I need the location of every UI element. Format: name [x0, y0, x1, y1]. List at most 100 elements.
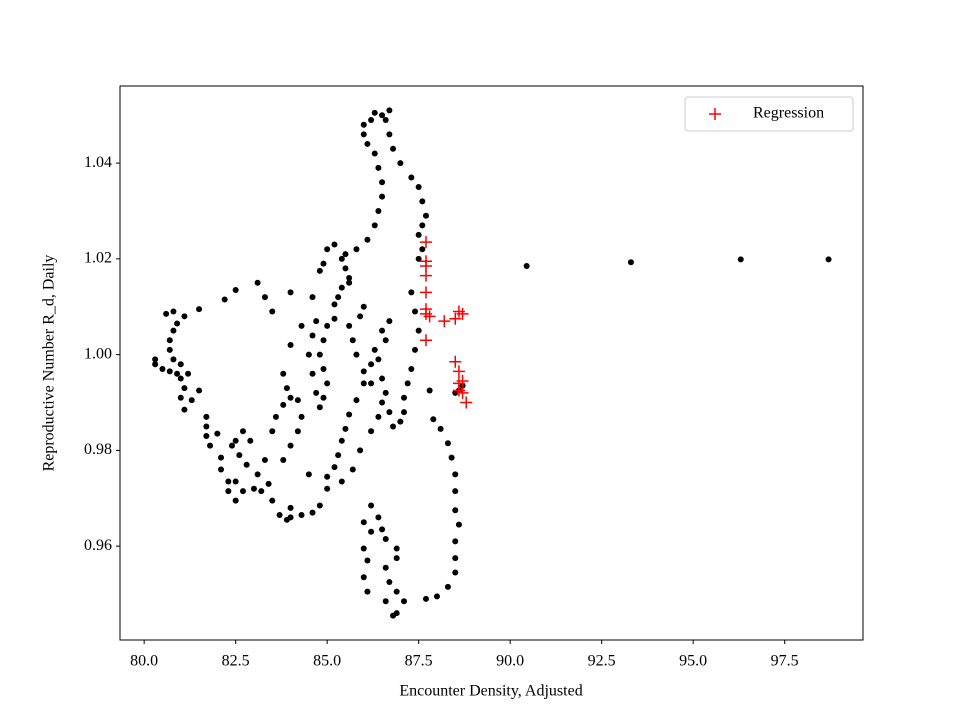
point — [627, 259, 634, 266]
point — [382, 116, 389, 123]
y-tick-label: 0.98 — [84, 441, 112, 458]
point — [448, 454, 455, 461]
point — [335, 294, 342, 301]
point — [433, 593, 440, 600]
point — [382, 535, 389, 542]
point — [419, 198, 426, 205]
point — [269, 428, 276, 435]
y-tick-label: 1.04 — [84, 154, 112, 171]
point — [166, 368, 173, 375]
point — [309, 294, 316, 301]
point — [294, 397, 301, 404]
point — [338, 284, 345, 291]
point — [452, 555, 459, 562]
point — [382, 337, 389, 344]
point — [379, 375, 386, 382]
y-tick-label: 1.00 — [84, 345, 112, 362]
point — [338, 255, 345, 262]
point — [247, 437, 254, 444]
point — [331, 464, 338, 471]
point — [320, 337, 327, 344]
point — [177, 394, 184, 401]
x-tick-label: 87.5 — [405, 653, 433, 670]
point — [335, 452, 342, 459]
point — [225, 488, 232, 495]
point — [415, 184, 422, 191]
point — [455, 521, 462, 528]
point — [426, 387, 433, 394]
point — [320, 394, 327, 401]
point — [379, 526, 386, 533]
point — [280, 456, 287, 463]
plus-marker — [419, 269, 432, 282]
plus-marker — [456, 374, 469, 387]
point — [368, 116, 375, 123]
point — [232, 497, 239, 504]
point — [371, 150, 378, 157]
point — [386, 579, 393, 586]
point — [309, 370, 316, 377]
point — [313, 389, 320, 396]
point — [324, 246, 331, 253]
plus-marker — [460, 396, 473, 409]
plus-marker — [419, 334, 432, 347]
point — [324, 473, 331, 480]
point — [294, 428, 301, 435]
point — [305, 351, 312, 358]
point — [375, 413, 382, 420]
point — [254, 471, 261, 478]
point — [360, 303, 367, 310]
point — [430, 416, 437, 423]
point — [346, 275, 353, 282]
point — [360, 121, 367, 128]
point — [452, 488, 459, 495]
point — [382, 389, 389, 396]
point — [203, 423, 210, 430]
point — [360, 380, 367, 387]
point — [452, 538, 459, 545]
plus-marker — [419, 307, 432, 320]
point — [338, 478, 345, 485]
point — [452, 389, 459, 396]
point — [287, 442, 294, 449]
legend-label: Regression — [753, 105, 824, 122]
point — [221, 296, 228, 303]
point — [364, 557, 371, 564]
point — [232, 437, 239, 444]
point — [825, 256, 832, 263]
point — [309, 332, 316, 339]
point — [452, 569, 459, 576]
point — [523, 263, 530, 270]
point — [379, 327, 386, 334]
point — [353, 246, 360, 253]
point — [393, 588, 400, 595]
legend-box — [684, 96, 854, 132]
point — [390, 423, 397, 430]
point — [401, 409, 408, 416]
point — [368, 502, 375, 509]
point — [287, 504, 294, 511]
point — [415, 327, 422, 334]
x-tick-label: 92.5 — [588, 653, 616, 670]
point — [408, 289, 415, 296]
point — [353, 397, 360, 404]
y-axis-label: Reproductive Number R_d, Daily — [41, 255, 58, 472]
point — [166, 337, 173, 344]
point — [261, 456, 268, 463]
point — [207, 442, 214, 449]
point — [422, 595, 429, 602]
point — [368, 380, 375, 387]
point — [287, 514, 294, 521]
legend-marker — [709, 108, 721, 120]
point — [444, 440, 451, 447]
point — [386, 131, 393, 138]
point — [368, 361, 375, 368]
x-tick-label: 95.0 — [679, 653, 707, 670]
point — [276, 512, 283, 519]
point — [239, 428, 246, 435]
point — [287, 342, 294, 349]
point — [393, 545, 400, 552]
point — [364, 588, 371, 595]
point — [386, 409, 393, 416]
point — [316, 351, 323, 358]
